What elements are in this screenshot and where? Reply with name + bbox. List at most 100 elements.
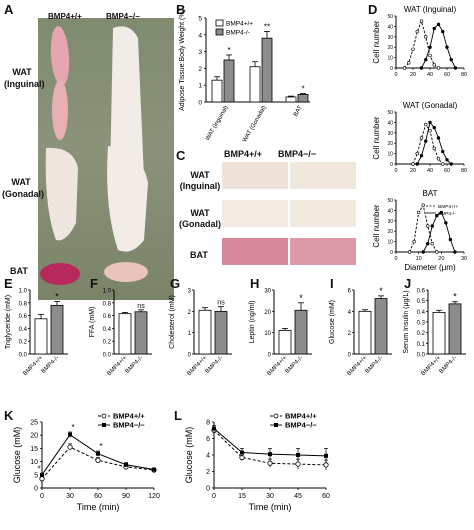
photo-col-ko: BMP4−/− (106, 12, 140, 21)
histo-wt-gonadal (222, 200, 288, 227)
legend-swatch (215, 19, 224, 27)
y-tick-label: 0 (390, 250, 393, 256)
legend-swatch (215, 28, 224, 36)
data-point (415, 162, 419, 166)
x-axis-label: Diameter (μm) (404, 263, 456, 272)
panel-label-a: A (4, 2, 14, 17)
photo-row-gonadal-l2: (Gonadal) (2, 189, 44, 199)
bar-BMP4+/+ (432, 312, 446, 355)
data-point (267, 460, 273, 466)
x-tick-label: 0 (40, 493, 44, 500)
y-tick-label: 2 (198, 66, 202, 73)
x-tick-label: 20 (410, 72, 416, 78)
data-point (430, 224, 434, 228)
data-point (426, 224, 430, 228)
panel-label-j: J (404, 276, 412, 291)
x-tick-label: 40 (427, 168, 433, 174)
panel-label-c: C (176, 148, 186, 163)
y-axis-label: Adipose Tissue:Body Weight (%) (179, 9, 186, 111)
data-point (439, 210, 444, 215)
data-point (432, 26, 436, 31)
significance-mark: * (453, 292, 457, 302)
y-axis-label: Leptin (ng/ml) (249, 301, 256, 344)
y-tick-label: 0.4 (417, 310, 426, 316)
y-tick-label: 0.2 (103, 340, 112, 346)
y-tick-label: 2 (348, 331, 352, 337)
photo-col-wt: BMP4+/+ (48, 12, 82, 21)
chart-k: 0 5 10 15 20 25 0 30 60 90 120 Glucose (mM) Time (mi… (12, 412, 160, 513)
data-point (428, 45, 432, 49)
chart-e: 0.00.20.40.60.81.0BMP4+/+BMP4-/-*Triglyc… (5, 289, 68, 377)
data-point (432, 146, 436, 151)
series-line-BMP4-/- (421, 23, 456, 69)
data-point (416, 210, 421, 215)
data-point (426, 241, 430, 246)
panel-label-i: I (330, 276, 334, 291)
data-point (449, 57, 453, 62)
data-point (445, 45, 449, 49)
histo-wt-bat (222, 238, 288, 265)
photo-row-bat: BAT (10, 266, 28, 276)
data-point (402, 66, 407, 70)
data-point (421, 250, 425, 254)
y-tick-label: 0 (390, 162, 393, 168)
y-tick-label: 20 (387, 45, 393, 51)
y-axis-label: Triglyceride (mM) (5, 295, 12, 349)
data-point (40, 472, 44, 477)
y-tick-label: 30 (264, 289, 271, 295)
bar-BMP4-/- (374, 298, 388, 355)
data-point (407, 250, 412, 254)
bar-BMP4+/+ (249, 66, 261, 103)
x-tick-label: 60 (444, 168, 450, 174)
y-axis-label: Cell number (372, 20, 381, 63)
data-point (424, 122, 428, 127)
tissue-photo-drawing (40, 26, 148, 285)
data-point (428, 129, 432, 133)
panel-label-k: K (4, 408, 14, 423)
y-tick-label: 0.2 (19, 340, 28, 346)
y-tick-label: 5 (34, 472, 38, 479)
data-point (415, 151, 419, 156)
data-point (124, 462, 128, 467)
y-tick-label: 30 (387, 35, 393, 41)
data-point (421, 203, 425, 207)
x-tick-label: BMP4-/- (439, 355, 459, 375)
y-tick-label: 2 (188, 310, 192, 316)
data-point (96, 451, 100, 456)
data-point (441, 162, 445, 166)
data-point (430, 241, 434, 246)
legend-label: BMP4+/+ (285, 412, 317, 421)
significance-mark: * (299, 293, 303, 303)
data-point (428, 53, 432, 58)
data-point (441, 149, 445, 154)
y-axis-label: Cell number (372, 116, 381, 159)
y-tick-label: 0.5 (417, 299, 426, 305)
data-point (324, 453, 328, 458)
y-tick-label: 25 (30, 420, 38, 427)
series-line-BMP4+/+ (41, 446, 155, 480)
y-tick-label: 10 (387, 240, 393, 246)
y-tick-label: 1 (188, 331, 192, 337)
histo-row-gonadal: WAT (Gonadal) (178, 208, 222, 230)
y-tick-label: 0 (198, 100, 202, 107)
significance-mark: * (55, 292, 59, 302)
histo-row-gonadal-l1: WAT (190, 208, 210, 218)
x-tick-label: 60 (94, 493, 102, 500)
y-tick-label: 40 (387, 208, 393, 214)
bar-BMP4-/- (223, 59, 235, 103)
y-axis-label: Glucose (mM) (12, 427, 22, 484)
histo-col-wt: BMP4+/+ (224, 149, 263, 159)
x-tick-label: 30 (66, 493, 74, 500)
photo-row-gonadal-l1: WAT (11, 177, 31, 187)
y-tick-label: 3 (188, 289, 192, 295)
x-tick-label: 0 (394, 256, 397, 262)
y-axis-label: Serum Insulin (μg/L) (403, 290, 410, 353)
y-tick-label: 50 (387, 110, 393, 116)
chart-title: BAT (423, 189, 438, 198)
bar-BMP4+/+ (278, 330, 292, 355)
legend-marker (102, 423, 106, 427)
y-tick-label: 6 (206, 436, 210, 443)
data-point (436, 157, 441, 161)
